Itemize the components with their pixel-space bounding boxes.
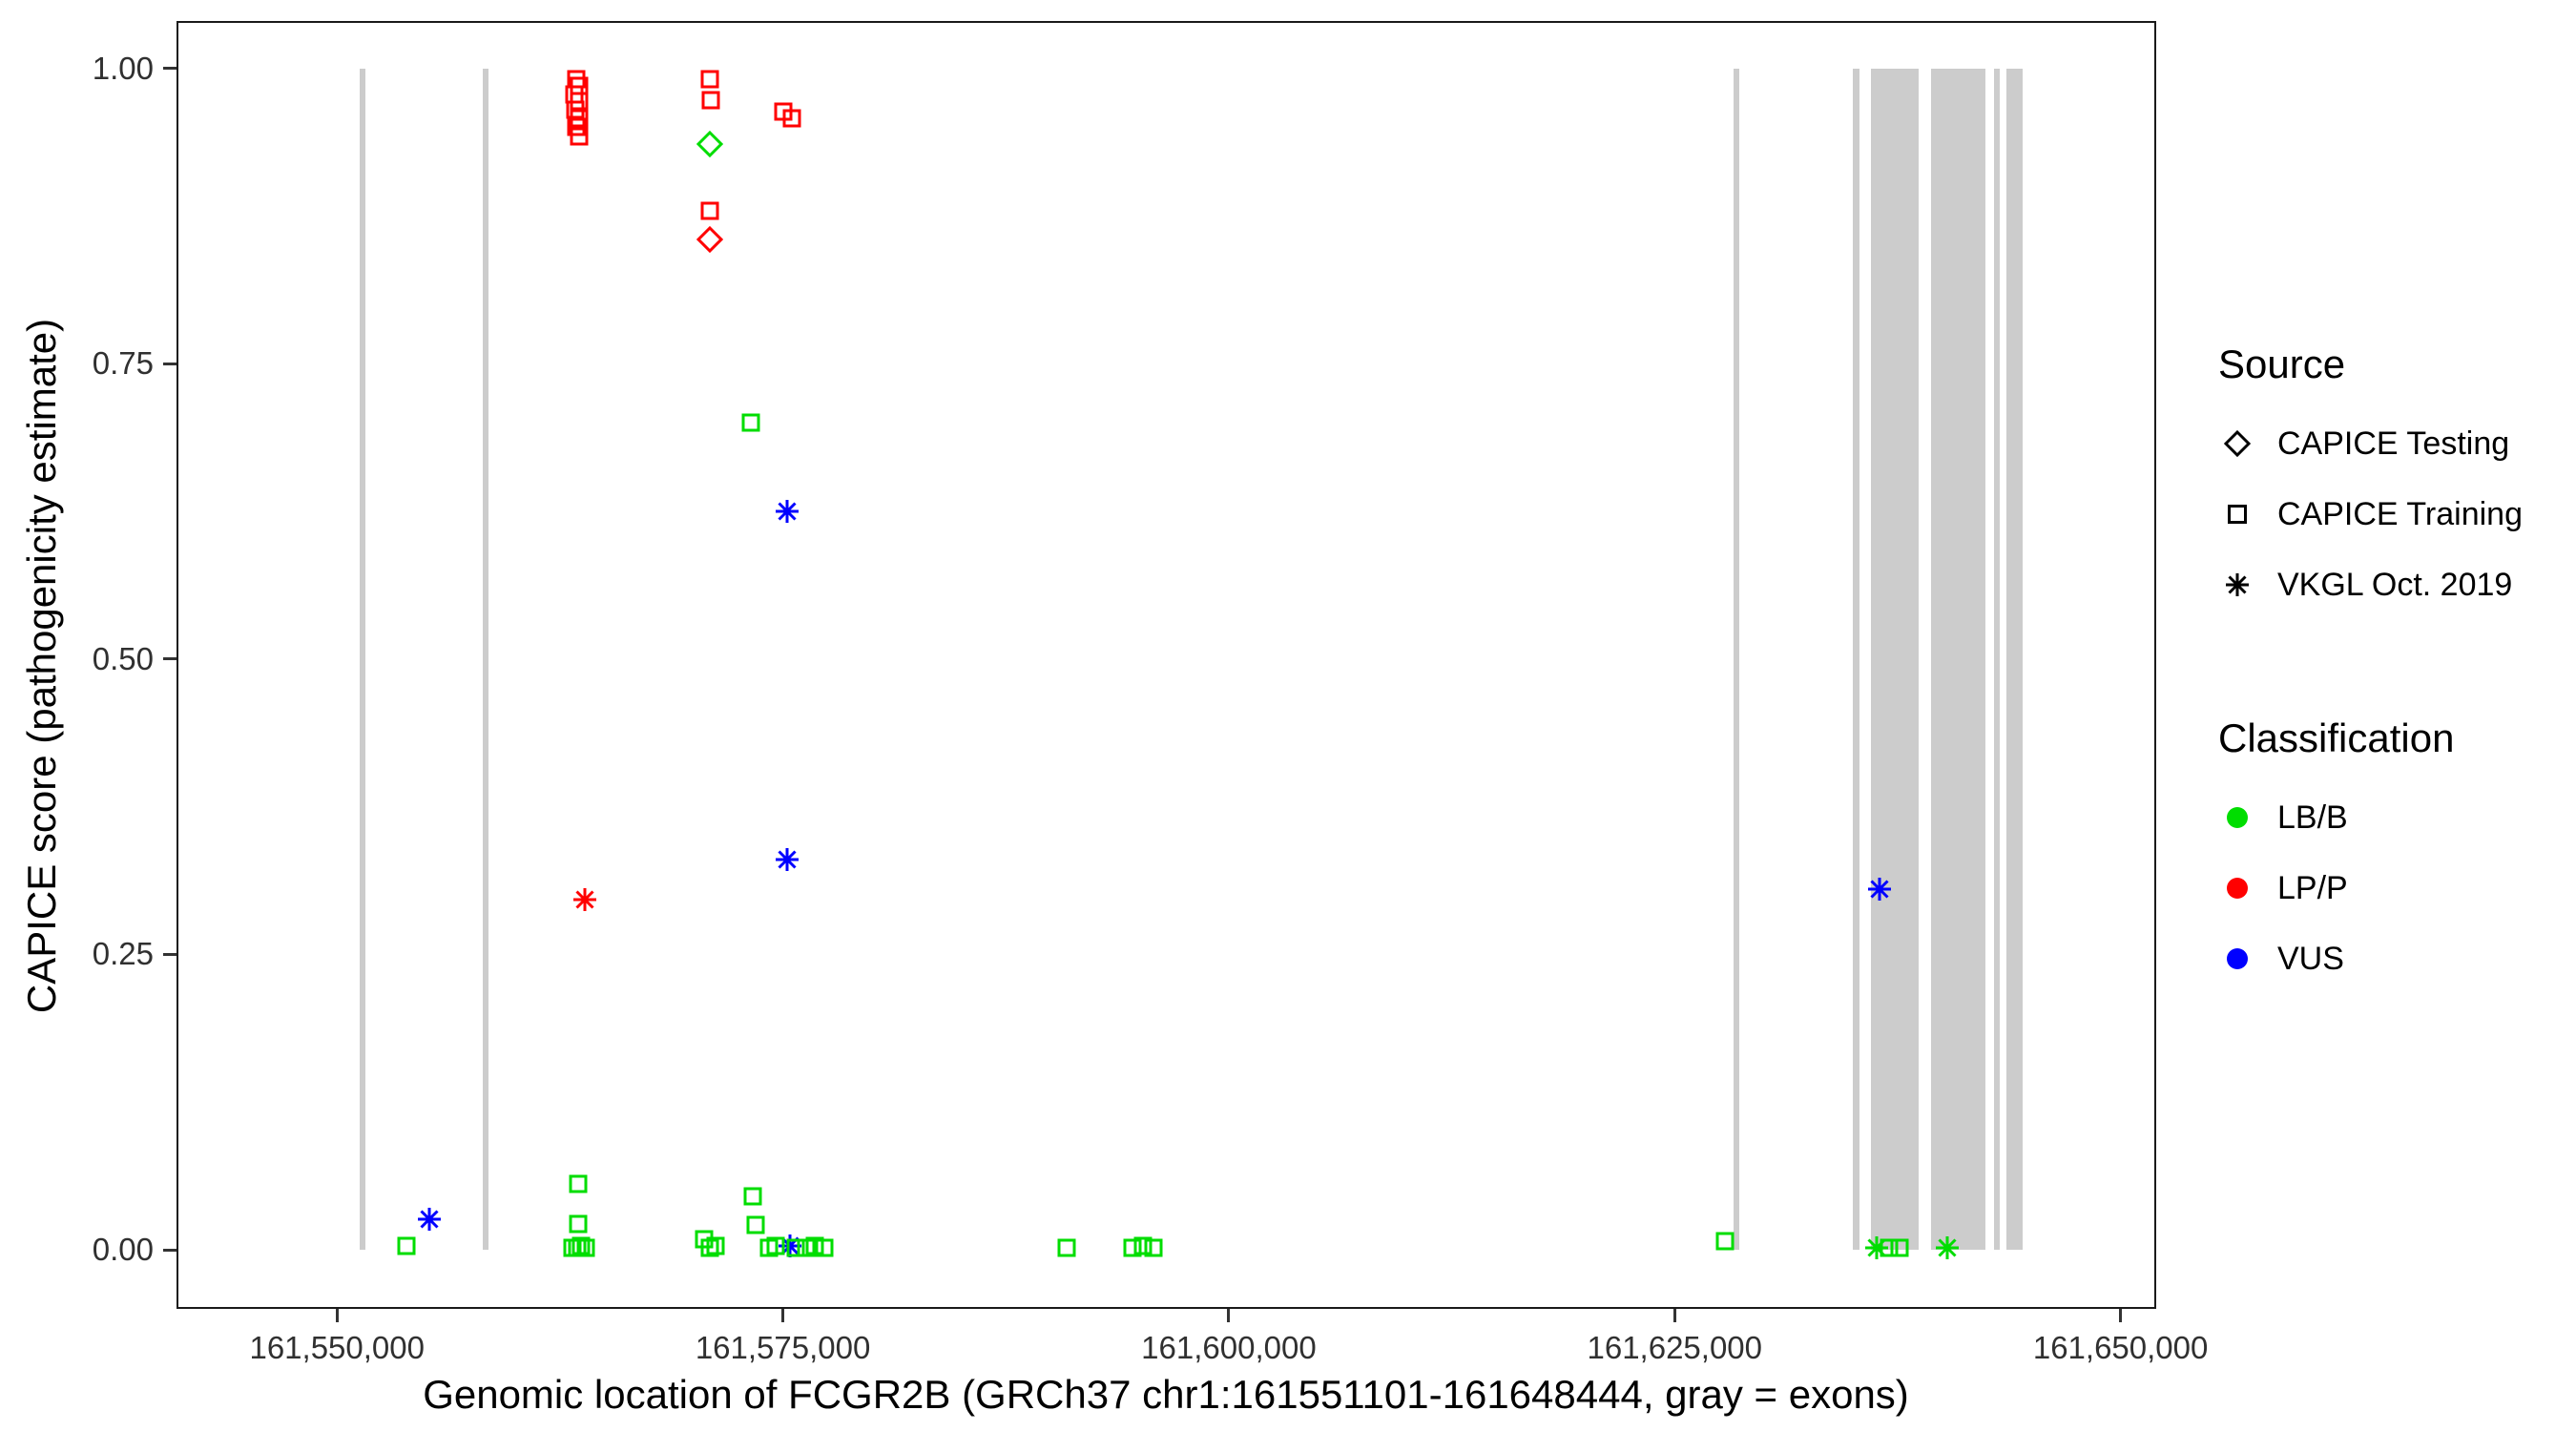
x-tick-label: 161,550,000 bbox=[249, 1330, 425, 1365]
x-tick-label: 161,650,000 bbox=[2032, 1330, 2209, 1365]
diamond-icon bbox=[2218, 425, 2268, 463]
legend-item-vkgl: VKGL Oct. 2019 bbox=[2218, 550, 2571, 620]
x-tick-mark bbox=[2119, 1309, 2123, 1322]
y-tick-label: 0.25 bbox=[92, 936, 154, 972]
legend-item-label: LB/B bbox=[2277, 798, 2348, 836]
red-dot-icon bbox=[2218, 869, 2268, 907]
x-tick-label: 161,600,000 bbox=[1141, 1330, 1317, 1365]
square-icon bbox=[2218, 495, 2268, 533]
legend-item-lbb: LB/B bbox=[2218, 782, 2571, 853]
x-tick-mark bbox=[335, 1309, 339, 1322]
legend-item-capice-testing: CAPICE Testing bbox=[2218, 408, 2571, 479]
x-tick-mark bbox=[1227, 1309, 1231, 1322]
y-tick-label: 0.00 bbox=[92, 1232, 154, 1268]
legend: Source CAPICE Testing CAPICE Training bbox=[2218, 342, 2571, 994]
legend-item-lpp: LP/P bbox=[2218, 853, 2571, 923]
exon-bar bbox=[2005, 68, 2023, 1251]
blue-dot-icon bbox=[2218, 940, 2268, 978]
x-tick-label: 161,575,000 bbox=[695, 1330, 871, 1365]
x-axis-title: Genomic location of FCGR2B (GRCh37 chr1:… bbox=[423, 1372, 1909, 1417]
y-tick-label: 0.75 bbox=[92, 345, 154, 382]
exon-bar bbox=[1733, 68, 1740, 1251]
exon-bar bbox=[482, 68, 489, 1251]
legend-item-label: VUS bbox=[2277, 940, 2344, 977]
exon-bar bbox=[359, 68, 366, 1251]
y-tick-label: 1.00 bbox=[92, 50, 154, 86]
x-tick-mark bbox=[781, 1309, 785, 1322]
plot-panel bbox=[177, 21, 2156, 1309]
asterisk-icon bbox=[2218, 566, 2268, 604]
legend-source-title: Source bbox=[2218, 342, 2346, 386]
legend-item-label: LP/P bbox=[2277, 869, 2348, 906]
y-tick-mark bbox=[163, 952, 177, 956]
y-tick-mark bbox=[163, 1248, 177, 1252]
legend-item-label: CAPICE Testing bbox=[2277, 425, 2510, 462]
y-tick-mark bbox=[163, 657, 177, 661]
exon-bar bbox=[1931, 68, 1985, 1251]
legend-item-label: CAPICE Training bbox=[2277, 495, 2523, 532]
exon-bar bbox=[1853, 68, 1859, 1251]
x-tick-mark bbox=[1672, 1309, 1676, 1322]
y-tick-label: 0.50 bbox=[92, 640, 154, 676]
x-tick-label: 161,625,000 bbox=[1587, 1330, 1763, 1365]
legend-item-vus: VUS bbox=[2218, 923, 2571, 994]
legend-classification-title: Classification bbox=[2218, 716, 2455, 760]
y-tick-mark bbox=[163, 362, 177, 365]
legend-item-capice-training: CAPICE Training bbox=[2218, 479, 2571, 550]
exon-bar bbox=[1870, 68, 1920, 1251]
y-tick-mark bbox=[163, 67, 177, 71]
exon-bar bbox=[1993, 68, 2001, 1251]
green-dot-icon bbox=[2218, 798, 2268, 837]
legend-item-label: VKGL Oct. 2019 bbox=[2277, 566, 2513, 603]
